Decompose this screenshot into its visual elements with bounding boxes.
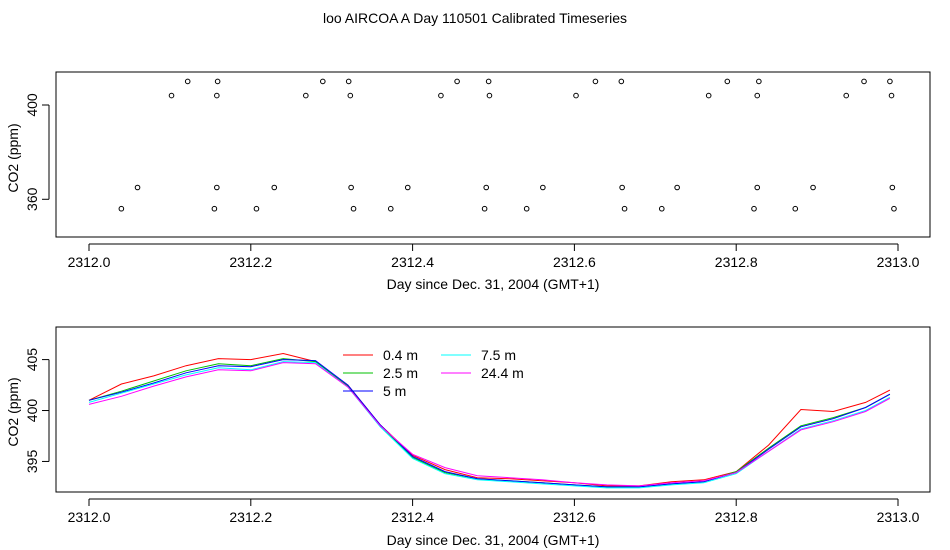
legend-label: 0.4 m [383,347,418,363]
y-tick-label: 405 [24,348,40,372]
x-tick-label: 2312.6 [553,254,596,270]
data-point [404,184,411,191]
legend-label: 2.5 m [383,365,418,381]
data-point [724,78,731,85]
x-tick-label: 2312.0 [68,254,111,270]
data-point [320,78,326,85]
data-point [214,92,220,99]
x-tick-label: 2312.8 [715,509,758,525]
data-point [751,205,757,212]
data-point [621,205,628,212]
data-point [889,184,896,191]
y-axis-label: CO2 (ppm) [5,377,21,446]
x-tick-label: 2312.2 [229,254,272,270]
legend-label: 7.5 m [481,347,516,363]
data-point [861,78,867,85]
y-axis: 395 400 405 [24,348,50,474]
data-point [118,205,125,212]
data-point [214,78,221,85]
x-tick-label: 2312.0 [68,509,111,525]
data-point [271,184,278,191]
data-point [438,92,444,99]
x-tick-label: 2312.8 [715,254,758,270]
data-point [350,205,357,212]
data-point [810,184,816,191]
data-point [211,205,218,212]
y-tick-label: 400 [24,93,40,117]
data-point [888,92,895,99]
data-point [303,92,309,99]
data-point [674,184,680,191]
data-point [843,92,850,99]
data-point [253,205,260,212]
y-tick-label: 395 [24,450,40,474]
x-tick-label: 2312.6 [553,509,596,525]
data-point [592,78,599,85]
x-tick-label: 2313.0 [877,509,920,525]
legend-label: 24.4 m [481,365,524,381]
plot-frame [55,326,931,493]
data-point [348,184,354,191]
data-point [134,184,141,191]
x-tick-label: 2312.4 [391,509,434,525]
data-point [618,78,625,85]
plot-frame [55,71,931,238]
data-point [168,92,175,99]
data-point [619,184,625,191]
chart-title: loo AIRCOA A Day 110501 Calibrated Times… [322,10,627,26]
data-point [483,184,490,191]
series-line [88,359,891,488]
top-panel: 2312.0 2312.2 2312.4 2312.6 2312.8 2313.0 360… [5,71,931,292]
data-point [481,205,488,212]
data-point [347,92,354,99]
scatter-layer [118,78,897,212]
x-tick-label: 2312.4 [391,254,434,270]
data-point [540,184,546,191]
data-point [387,205,394,212]
x-axis: 2312.0 2312.2 2312.4 2312.6 2312.8 2313.0 [68,243,920,270]
x-tick-label: 2312.2 [229,509,272,525]
y-axis-label: CO2 (ppm) [5,123,21,192]
data-point [345,78,352,85]
y-axis: 360 400 [24,93,50,211]
data-point [754,184,761,191]
data-point [523,205,530,212]
data-point [184,78,191,85]
data-point [756,78,762,85]
x-axis-label: Day since Dec. 31, 2004 (GMT+1) [387,276,600,292]
data-point [887,78,893,85]
series-line [88,362,891,487]
series-layer [88,352,891,489]
data-point [214,184,220,191]
legend: 0.4 m 2.5 m 5 m 7.5 m 24.4 m [343,347,524,399]
legend-label: 5 m [383,383,406,399]
data-point [486,92,493,99]
x-axis-label: Day since Dec. 31, 2004 (GMT+1) [387,532,600,548]
y-tick-label: 400 [24,399,40,423]
x-axis: 2312.0 2312.2 2312.4 2312.6 2312.8 2313.0 [68,498,920,525]
y-tick-label: 360 [24,187,40,211]
series-line [88,352,891,487]
data-point [658,205,665,212]
data-point [792,205,799,212]
data-point [454,78,460,85]
x-tick-label: 2313.0 [877,254,920,270]
data-point [891,205,897,212]
data-point [705,92,712,99]
data-point [485,78,492,85]
data-point [573,92,579,99]
data-point [754,92,761,99]
bottom-panel: 2312.0 2312.2 2312.4 2312.6 2312.8 2313.0 395… [5,326,931,548]
